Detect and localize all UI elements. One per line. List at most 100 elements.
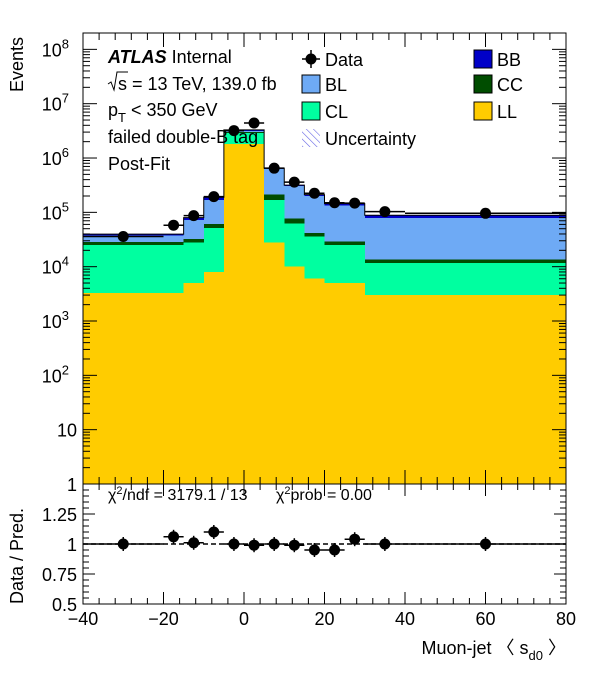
y-tick-label: 104	[42, 254, 69, 278]
legend-label: BB	[497, 50, 521, 70]
bar-LL	[264, 242, 285, 484]
y-tick-exp: 6	[62, 145, 69, 160]
ratio-point	[288, 539, 300, 551]
chi2-ndf-value: /ndf = 3179.1 / 13	[123, 487, 248, 504]
ratio-point	[208, 526, 220, 538]
bar-BL	[364, 218, 405, 260]
bar-CL	[264, 200, 285, 243]
legend: Data BL CL Uncertainty BB CC LL	[301, 49, 523, 149]
sqrt-sign	[107, 71, 128, 92]
y-tick-label: 108	[42, 36, 69, 60]
y-tick-label: 106	[42, 145, 69, 169]
bar-CC	[244, 131, 265, 133]
energy-rest: = 13 TeV, 139.0 fb	[127, 74, 277, 94]
bar-CL	[405, 263, 566, 296]
bar-CC	[203, 224, 224, 229]
x-tick-label: 20	[314, 609, 334, 629]
ratio-point	[329, 544, 341, 556]
bar-BB	[244, 129, 265, 132]
chi-symbol: χ	[276, 487, 285, 504]
ratio-y-tick-label: 1.25	[42, 505, 77, 525]
energy-label: s = 13 TeV, 139.0 fb	[118, 74, 277, 94]
y-tick-exp: 2	[62, 362, 69, 377]
y-tick-base: 1	[67, 475, 77, 495]
data-points	[83, 117, 566, 242]
legend-label: CL	[325, 102, 348, 122]
ratio-point	[349, 533, 361, 545]
x-axis-label: Muon-jet 〈 sd0 〉	[421, 638, 566, 663]
bar-CC	[324, 241, 345, 246]
chi-sup: 2	[116, 485, 122, 497]
ratio-point	[117, 538, 129, 550]
ratio-y-tick-label: 1	[67, 535, 77, 555]
bar-CL	[223, 132, 244, 145]
bar-CL	[304, 236, 325, 279]
stack-group	[83, 129, 566, 484]
legend-label: Data	[325, 50, 364, 70]
bar-CL	[344, 245, 365, 284]
data-point	[248, 117, 260, 129]
atlas-text: ATLAS	[107, 47, 167, 67]
bar-LL	[324, 283, 345, 484]
ratio-point	[188, 537, 200, 549]
ratio-point	[268, 538, 280, 550]
bar-LL	[284, 266, 305, 484]
bar-LL	[83, 292, 164, 484]
y-tick-exp: 5	[62, 199, 69, 214]
bar-BL	[324, 205, 345, 242]
bar-CL	[364, 263, 405, 296]
pt-cut-label: pT < 350 GeV	[108, 100, 218, 125]
legend-item-CC: CC	[473, 74, 523, 95]
bar-LL	[244, 144, 265, 484]
bar-BL	[284, 186, 305, 219]
chi-symbol: χ	[108, 487, 117, 504]
legend-item-CL: CL	[301, 101, 348, 122]
ratio-points	[83, 525, 566, 557]
legend-marker	[305, 53, 317, 65]
x-tick-label: −40	[68, 609, 99, 629]
pt-p: p	[108, 100, 118, 120]
ratio-point	[480, 538, 491, 550]
y-tick-label: 107	[42, 91, 69, 115]
bar-LL	[405, 295, 566, 484]
series-BL	[83, 131, 566, 260]
bar-CL	[324, 245, 345, 284]
ratio-point	[248, 539, 260, 551]
bar-CC	[284, 218, 305, 224]
x-tick-label: 60	[475, 609, 495, 629]
data-point	[268, 162, 280, 174]
y-tick-label: 1	[67, 475, 77, 495]
chi2-prob-value: prob = 0.00	[291, 487, 373, 504]
x-label-sub: d0	[529, 648, 543, 663]
chi-sup: 2	[284, 485, 290, 497]
data-point	[379, 206, 391, 218]
legend-label: Uncertainty	[325, 129, 416, 149]
pt-rest: < 350 GeV	[126, 100, 218, 120]
y-tick-base: 10	[42, 258, 62, 278]
legend-swatch	[301, 74, 321, 94]
bar-CL	[163, 244, 184, 293]
bar-CL	[244, 132, 265, 145]
legend-swatch	[473, 49, 493, 69]
data-point	[188, 210, 200, 222]
legend-label: LL	[497, 102, 517, 122]
data-point	[480, 207, 491, 219]
ratio-y-axis-label: Data / Pred.	[7, 508, 27, 604]
y-tick-exp: 3	[62, 308, 69, 323]
atlas-label: ATLAS Internal	[107, 47, 232, 67]
bar-CL	[284, 223, 305, 267]
y-tick-label: 10	[57, 421, 77, 441]
bar-CL	[83, 244, 164, 293]
series-CC	[83, 131, 566, 264]
series-LL	[83, 144, 566, 484]
y-tick-base: 10	[42, 366, 62, 386]
x-tick-label: 80	[556, 609, 576, 629]
pt-sub: T	[118, 110, 126, 125]
series-CL	[83, 132, 566, 296]
fit-label: Post-Fit	[108, 154, 170, 174]
y-tick-exp: 7	[62, 91, 69, 106]
y-tick-base: 10	[42, 149, 62, 169]
